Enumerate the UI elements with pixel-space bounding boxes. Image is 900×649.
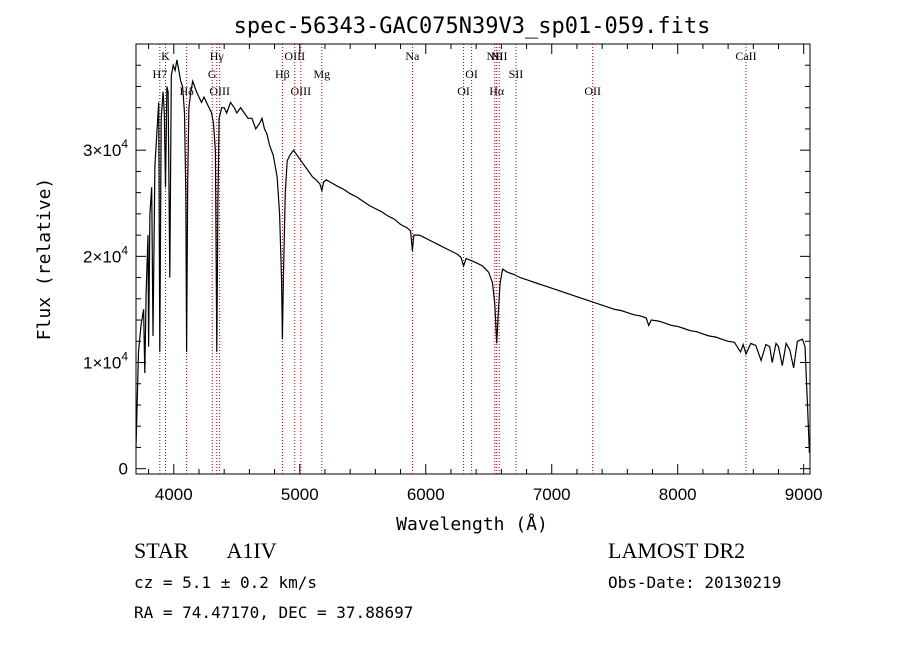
line-labels: H7KHδHγGOIIIHβOIIIOIIIMgNaOIOINIIHαNIISI… bbox=[152, 49, 756, 98]
line-label: G bbox=[208, 67, 217, 81]
line-label: SII bbox=[509, 67, 524, 81]
y-tick-label: 0 bbox=[119, 460, 128, 479]
object-type: STAR bbox=[134, 538, 189, 563]
x-axis-label: Wavelength (Å) bbox=[396, 513, 548, 535]
line-label: OII bbox=[584, 84, 601, 98]
y-tick-mantissa: 0 bbox=[119, 460, 128, 479]
line-label: NII bbox=[491, 49, 508, 63]
x-tick-label: 9000 bbox=[785, 485, 823, 504]
line-label: Hγ bbox=[210, 49, 225, 63]
coordinates-label: RA = 74.47170, DEC = 37.88697 bbox=[134, 603, 414, 622]
y-tick-mantissa: 2×10 bbox=[83, 247, 121, 266]
line-label: Mg bbox=[313, 67, 330, 81]
survey-name: LAMOST DR2 bbox=[608, 538, 746, 563]
line-label: OIII bbox=[284, 49, 305, 63]
x-tick-label: 8000 bbox=[659, 485, 697, 504]
line-label: H7 bbox=[152, 67, 167, 81]
x-axis: 4000 5000 6000 7000 8000 9000 bbox=[148, 44, 823, 504]
spectral-subclass: A1IV bbox=[226, 538, 277, 563]
line-label: Hα bbox=[489, 84, 505, 98]
line-label: CaII bbox=[735, 49, 756, 63]
redshift-label: cz = 5.1 ± 0.2 km/s bbox=[134, 573, 318, 592]
line-label: OI bbox=[465, 67, 478, 81]
line-label: Hβ bbox=[275, 67, 290, 81]
x-tick-label: 7000 bbox=[533, 485, 571, 504]
line-label: OIII bbox=[290, 84, 311, 98]
y-tick-label: 3×104 bbox=[83, 137, 128, 160]
plot-frame bbox=[135, 43, 811, 475]
spectrum-line bbox=[135, 59, 810, 453]
x-tick-label: 6000 bbox=[407, 485, 445, 504]
line-label: NII bbox=[486, 49, 503, 63]
spectrum-layer bbox=[135, 59, 810, 453]
y-tick-exponent: 4 bbox=[121, 137, 128, 151]
y-tick-label: 1×104 bbox=[83, 350, 128, 373]
x-tick-label: 5000 bbox=[281, 485, 319, 504]
x-tick-label: 4000 bbox=[155, 485, 193, 504]
line-markers bbox=[159, 44, 747, 474]
y-tick-exponent: 4 bbox=[121, 243, 128, 257]
obs-date-label: Obs-Date: 20130219 bbox=[608, 573, 782, 592]
y-tick-mantissa: 1×10 bbox=[83, 354, 121, 373]
y-axis-label: Flux (relative) bbox=[34, 178, 55, 341]
line-label: Na bbox=[405, 49, 420, 63]
y-tick-exponent: 4 bbox=[121, 350, 128, 364]
chart-title: spec-56343-GAC075N39V3_sp01-059.fits bbox=[234, 14, 711, 39]
line-label: OI bbox=[457, 84, 470, 98]
line-label: OIII bbox=[209, 84, 230, 98]
object-class: STAR A1IV bbox=[134, 538, 277, 564]
line-label: K bbox=[161, 49, 170, 63]
y-tick-mantissa: 3×10 bbox=[83, 141, 121, 160]
y-tick-label: 2×104 bbox=[83, 243, 128, 266]
